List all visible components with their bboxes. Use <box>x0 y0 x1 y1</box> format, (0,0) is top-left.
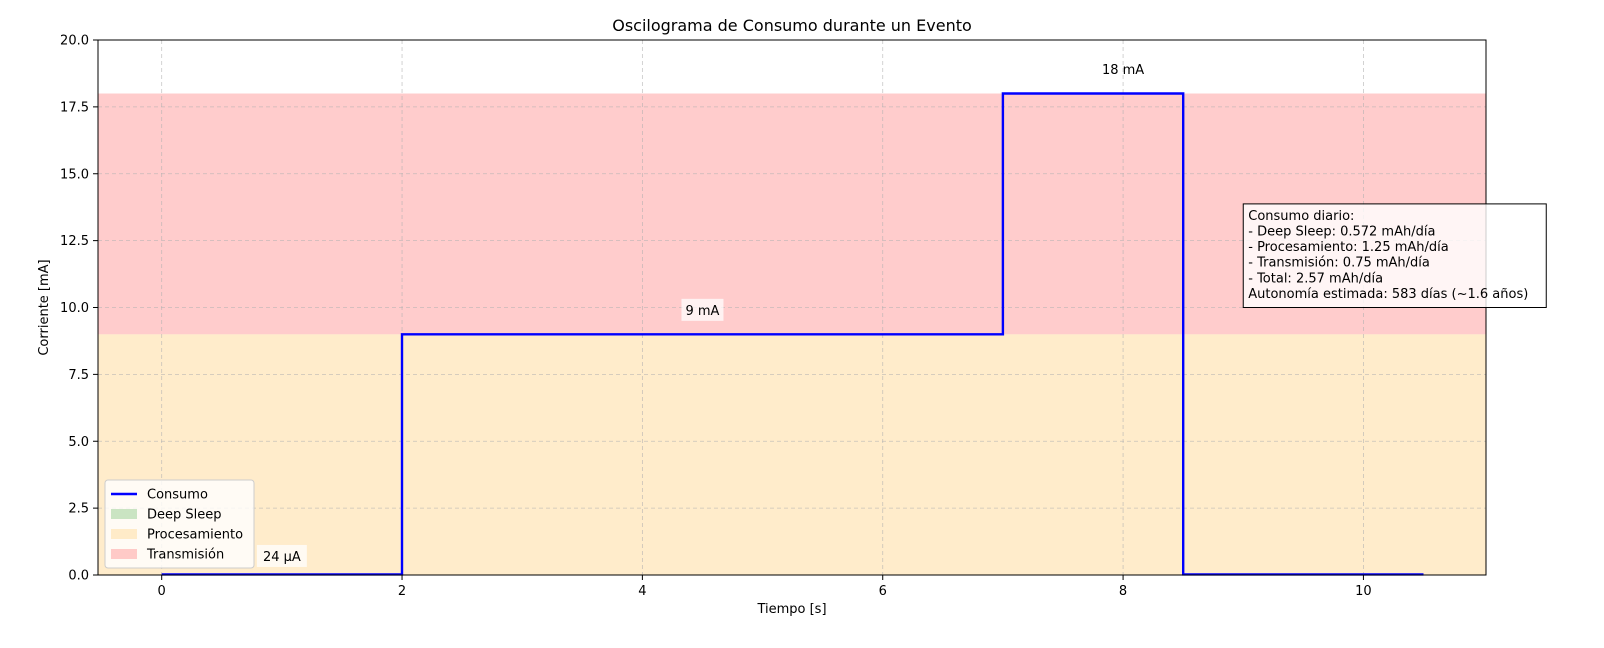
legend-frame <box>104 479 255 569</box>
y-tick-label: 17.5 <box>60 100 89 115</box>
legend-patch-swatch <box>111 549 137 559</box>
annotation-label: 24 μA <box>263 550 301 565</box>
y-axis-label: Corriente [mA] <box>37 259 52 355</box>
info-box: Consumo diario:- Deep Sleep: 0.572 mAh/d… <box>1242 203 1547 308</box>
info-box-line: - Transmisión: 0.75 mAh/día <box>1248 256 1430 271</box>
x-tick-label: 4 <box>638 584 646 599</box>
y-tick-label: 0.0 <box>68 569 89 584</box>
info-box-line: Consumo diario: <box>1248 209 1354 224</box>
legend-entry-label: Transmisión <box>146 548 224 563</box>
info-box-line: - Deep Sleep: 0.572 mAh/día <box>1248 225 1435 240</box>
x-tick-label: 8 <box>1119 584 1127 599</box>
x-tick-label: 6 <box>879 584 887 599</box>
series-line-consumo <box>161 92 1424 576</box>
x-tick-label: 0 <box>158 584 166 599</box>
annotation-background <box>681 298 724 321</box>
y-tick-label: 10.0 <box>60 301 89 316</box>
ticks-layer: 0 2 4 6 8 10 0.0 2.5 5.0 7.5 10.0 12.5 15.0 17.5 20.0 <box>60 34 1372 600</box>
legend-patch-swatch <box>111 509 137 519</box>
x-tick-label: 10 <box>1355 584 1372 599</box>
annotation-background <box>256 544 307 567</box>
y-tick-label: 2.5 <box>68 502 89 517</box>
series-layer <box>161 92 1424 576</box>
info-box-line: - Total: 2.57 mAh/día <box>1248 271 1383 286</box>
legend-patch-swatch <box>111 529 137 539</box>
x-tick-label: 2 <box>398 584 406 599</box>
annotation-label: 9 mA <box>685 304 719 319</box>
info-box-frame <box>1242 203 1547 308</box>
chart-title: Oscilograma de Consumo durante un Evento <box>612 16 972 35</box>
y-tick-label: 5.0 <box>68 435 89 450</box>
y-tick-label: 12.5 <box>60 234 89 249</box>
legend-entry-label: Consumo <box>147 488 208 503</box>
y-tick-label: 20.0 <box>60 34 89 49</box>
annotation-label: 18 mA <box>1102 63 1144 78</box>
legend-entry-label: Procesamiento <box>147 528 243 543</box>
annotations-layer: 24 μA 9 mA 18 mA <box>256 63 1144 567</box>
y-tick-label: 15.0 <box>60 167 89 182</box>
info-box-line: Autonomía estimada: 583 días (~1.6 años) <box>1248 287 1528 302</box>
band-procesamiento <box>98 334 1486 575</box>
y-tick-label: 7.5 <box>68 368 89 383</box>
info-box-line: - Procesamiento: 1.25 mAh/día <box>1248 240 1449 255</box>
legend: Consumo Deep Sleep Procesamiento Transmisió… <box>104 479 255 569</box>
legend-entry-label: Deep Sleep <box>147 508 222 523</box>
x-axis-label: Tiempo [s] <box>756 602 826 617</box>
